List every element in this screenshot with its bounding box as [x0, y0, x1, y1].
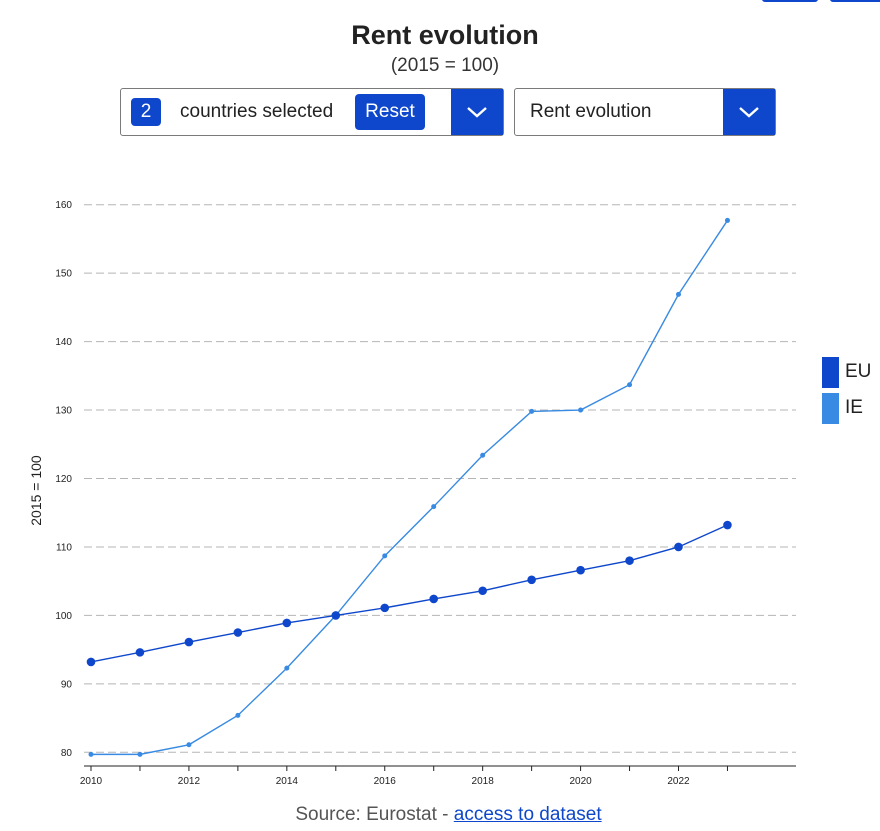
dataset-link[interactable]: access to dataset	[453, 804, 602, 825]
x-tick-label: 2018	[472, 776, 495, 787]
y-tick-label: 140	[55, 337, 72, 348]
data-point-eu	[625, 556, 634, 565]
data-point-eu	[184, 637, 194, 647]
data-point-ie	[137, 751, 143, 757]
data-point-ie	[186, 742, 192, 748]
data-point-ie	[724, 217, 730, 223]
chart-title: Rent evolution	[351, 20, 539, 50]
y-tick-label: 100	[55, 611, 72, 622]
country-selector[interactable]: 2 countries selected Reset	[120, 88, 504, 136]
data-point-eu	[282, 618, 292, 628]
data-point-ie	[88, 751, 94, 757]
x-tick-label: 2010	[80, 776, 103, 787]
top-button-left[interactable]	[762, 0, 818, 2]
x-tick-label: 2020	[569, 776, 592, 787]
series-line-ie	[91, 220, 729, 756]
countries-selected-label: countries selected	[180, 101, 334, 122]
legend-swatch-ie	[822, 392, 839, 424]
data-point-ie	[284, 665, 290, 671]
data-point-ie	[676, 291, 681, 297]
selected-count-badge: 2	[131, 98, 161, 126]
data-point-eu	[233, 628, 243, 637]
data-point-ie	[235, 712, 241, 718]
chevron-down-icon	[739, 107, 759, 118]
series-line-eu	[90, 524, 728, 663]
data-point-ie	[431, 504, 437, 510]
data-point-eu	[429, 594, 439, 604]
indicator-dropdown-toggle[interactable]	[723, 89, 775, 135]
chevron-down-icon	[467, 107, 487, 118]
data-point-eu	[576, 565, 585, 575]
indicator-selector[interactable]: Rent evolution	[514, 88, 776, 136]
data-point-eu	[380, 603, 390, 613]
y-tick-label: 90	[61, 679, 73, 690]
x-tick-label: 2016	[374, 776, 397, 787]
indicator-value: Rent evolution	[530, 101, 652, 122]
data-point-eu	[331, 611, 341, 620]
legend-item-eu[interactable]: EU	[822, 354, 871, 390]
x-tick-label: 2012	[178, 776, 201, 787]
source-text: Source: Eurostat -	[295, 804, 449, 825]
legend-item-ie[interactable]: IE	[822, 390, 871, 426]
country-dropdown-toggle[interactable]	[451, 89, 503, 135]
y-axis-label: 2015 = 100	[28, 455, 44, 526]
y-tick-label: 110	[56, 542, 72, 553]
data-point-eu	[135, 648, 145, 657]
y-tick-label: 120	[55, 474, 72, 485]
data-point-eu	[527, 575, 536, 585]
top-button-right[interactable]	[830, 0, 880, 2]
chart-subtitle: (2015 = 100)	[390, 55, 500, 76]
legend-label-eu: EU	[845, 361, 872, 382]
data-point-ie	[627, 382, 633, 388]
data-point-eu	[86, 657, 96, 667]
data-point-eu	[478, 586, 487, 596]
x-tick-label: 2022	[667, 776, 690, 787]
data-point-ie	[578, 407, 584, 413]
data-point-ie	[480, 452, 486, 458]
chart-legend: EU IE	[822, 354, 871, 426]
y-tick-label: 160	[55, 200, 72, 211]
y-tick-label: 150	[55, 269, 72, 280]
legend-swatch-eu	[822, 356, 839, 388]
y-tick-label: 130	[55, 406, 72, 417]
legend-label-ie: IE	[845, 397, 863, 418]
data-point-ie	[529, 408, 535, 414]
reset-button[interactable]: Reset	[355, 94, 425, 130]
data-point-eu	[723, 520, 732, 530]
y-tick-label: 80	[61, 748, 73, 759]
data-point-eu	[674, 542, 683, 552]
source-footer: Source: Eurostat - access to dataset	[0, 804, 880, 826]
x-tick-label: 2014	[276, 776, 299, 787]
data-point-ie	[382, 553, 388, 559]
